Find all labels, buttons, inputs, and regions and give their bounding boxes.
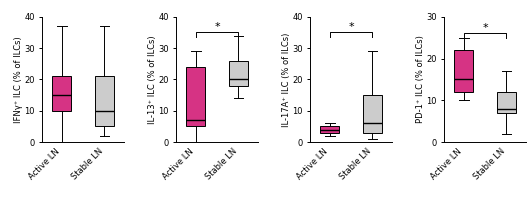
- PathPatch shape: [363, 95, 382, 133]
- PathPatch shape: [186, 67, 205, 126]
- Text: *: *: [482, 23, 488, 33]
- Text: *: *: [215, 22, 220, 32]
- Y-axis label: IL-13⁺ ILC (% of ILCs): IL-13⁺ ILC (% of ILCs): [148, 35, 157, 124]
- Y-axis label: PD-1⁺ ILC (% of ILCs): PD-1⁺ ILC (% of ILCs): [416, 36, 425, 123]
- PathPatch shape: [52, 76, 71, 111]
- PathPatch shape: [497, 92, 516, 113]
- PathPatch shape: [320, 126, 339, 133]
- Text: *: *: [348, 22, 354, 32]
- PathPatch shape: [454, 50, 473, 92]
- PathPatch shape: [95, 76, 114, 126]
- Y-axis label: IL-17A⁺ ILC (% of ILCs): IL-17A⁺ ILC (% of ILCs): [282, 32, 291, 127]
- PathPatch shape: [229, 61, 248, 86]
- Y-axis label: IFNγ⁺ ILC (% of ILCs): IFNγ⁺ ILC (% of ILCs): [14, 36, 23, 123]
